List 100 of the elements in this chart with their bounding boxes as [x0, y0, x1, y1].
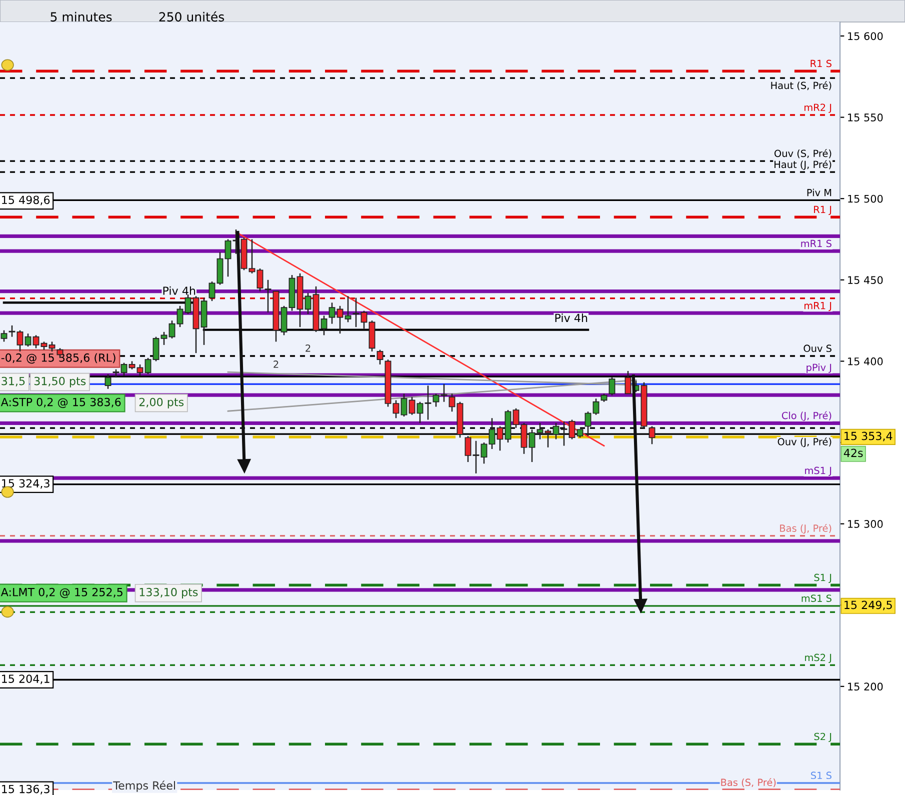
candlestick — [424, 384, 432, 420]
ref-line-label: Ouv (J, Pré) — [778, 437, 832, 448]
candlestick — [32, 334, 40, 349]
candlestick — [176, 305, 184, 328]
annotation: 15 136,3 — [2, 784, 50, 794]
candlestick — [256, 268, 264, 292]
y-tick-label: 15 400 — [848, 357, 883, 366]
series-label: Piv 4h — [555, 314, 588, 322]
candlestick — [552, 422, 560, 440]
ref-line-label: S1 S — [811, 772, 832, 780]
ref-line-label: Ouv (S, Pré) — [774, 149, 832, 158]
ref-line-label: mR1 S — [801, 240, 832, 248]
ref-line-label: mS1 S — [802, 594, 832, 602]
candlestick — [544, 428, 552, 448]
candlestick — [144, 357, 152, 375]
candlestick — [24, 332, 32, 348]
ref-line-label: Piv M — [807, 188, 832, 196]
candlestick — [0, 330, 8, 342]
candlestick — [520, 422, 528, 455]
ref-line-label: Bas (S, Pré) — [721, 778, 776, 788]
annotation: 2 — [306, 344, 310, 352]
candlestick — [568, 419, 576, 440]
text: 5 minutes — [50, 12, 112, 22]
y-tick-label: 15 600 — [848, 32, 883, 40]
annotation: 2 — [274, 360, 278, 368]
candlestick — [464, 435, 472, 463]
candlestick — [496, 426, 504, 452]
ref-line-label: Haut (J, Pré) — [774, 160, 832, 170]
candlestick — [152, 336, 160, 362]
annotation: 42s — [844, 448, 863, 458]
candlestick — [8, 324, 16, 338]
candlestick — [648, 426, 656, 445]
annotation: 15 204,1 — [2, 674, 50, 684]
candlestick — [624, 370, 632, 394]
candlestick — [16, 330, 24, 352]
candlestick — [392, 400, 400, 419]
candlestick — [136, 364, 144, 376]
candlestick — [336, 305, 344, 334]
candlestick — [304, 292, 312, 315]
candlestick — [248, 238, 256, 274]
candlestick — [264, 279, 272, 314]
candlestick — [432, 393, 440, 408]
ref-line-label: mS1 J — [805, 466, 832, 476]
ref-line-label: Ouv S — [804, 344, 832, 352]
annotation: 31,50 pts — [34, 376, 86, 388]
y-tick-label: 15 450 — [848, 276, 883, 284]
candlestick — [104, 374, 112, 390]
candlestick — [448, 393, 456, 412]
annotation: -0,2 @ 15 385,6 (RL) — [1, 353, 116, 364]
candlestick — [328, 302, 336, 324]
candlestick — [48, 341, 56, 352]
candlestick — [512, 408, 520, 428]
annotation: Temps Réel — [113, 780, 175, 792]
candlestick — [224, 238, 232, 278]
candlestick — [344, 296, 352, 323]
ref-line-label: mR2 J — [804, 104, 832, 113]
candlestick — [208, 280, 216, 302]
candlestick — [376, 349, 384, 366]
text: 15 249,5 — [844, 600, 892, 610]
y-tick-label: 15 200 — [848, 682, 883, 691]
series-label: Piv 4h — [163, 286, 196, 295]
annotation: 2,00 pts — [139, 398, 184, 408]
candlestick — [320, 315, 328, 336]
annotation: A:STP 0,2 @ 15 383,6 — [0, 398, 121, 408]
candlestick — [536, 422, 544, 440]
candlestick — [408, 396, 416, 416]
candlestick — [592, 398, 600, 416]
annotation: A:LMT 0,2 @ 15 252,5 — [0, 588, 122, 598]
ref-line-label: Bas (J, Pré) — [780, 524, 832, 534]
y-tick-label: 15 300 — [848, 520, 883, 528]
candlestick — [584, 410, 592, 437]
text: 250 unités — [159, 11, 224, 22]
text: 15 353,4 — [844, 432, 892, 442]
y-tick-label: 15 550 — [848, 114, 883, 122]
ref-line-label: R1 J — [814, 206, 832, 215]
candlestick — [560, 420, 568, 446]
candlestick — [360, 310, 368, 330]
candlestick — [400, 393, 408, 418]
candlestick — [168, 320, 176, 340]
candlestick — [160, 331, 168, 346]
ref-line-label: pPiv J — [806, 364, 832, 373]
ref-line-label: S2 J — [814, 732, 832, 742]
ref-line-label: mR1 J — [804, 302, 832, 312]
candlestick — [608, 376, 616, 396]
candlestick — [120, 362, 128, 376]
candlestick — [352, 297, 360, 328]
y-tick-label: 15 500 — [848, 194, 883, 203]
ref-line-label: Haut (S, Pré) — [771, 81, 832, 90]
annotation: 15 498,6 — [2, 196, 50, 206]
candlestick — [184, 294, 192, 315]
ref-line-label: mS2 J — [805, 654, 832, 663]
candlestick — [472, 440, 480, 474]
candlestick — [440, 383, 448, 402]
annotation: 31,5 — [2, 376, 25, 386]
candlestick — [480, 442, 488, 464]
ref-line-label: R1 S — [810, 60, 832, 68]
candlestick — [488, 417, 496, 450]
candlestick — [528, 428, 536, 463]
annotation: 133,10 pts — [140, 588, 198, 598]
ref-line-label: S1 J — [814, 574, 832, 583]
